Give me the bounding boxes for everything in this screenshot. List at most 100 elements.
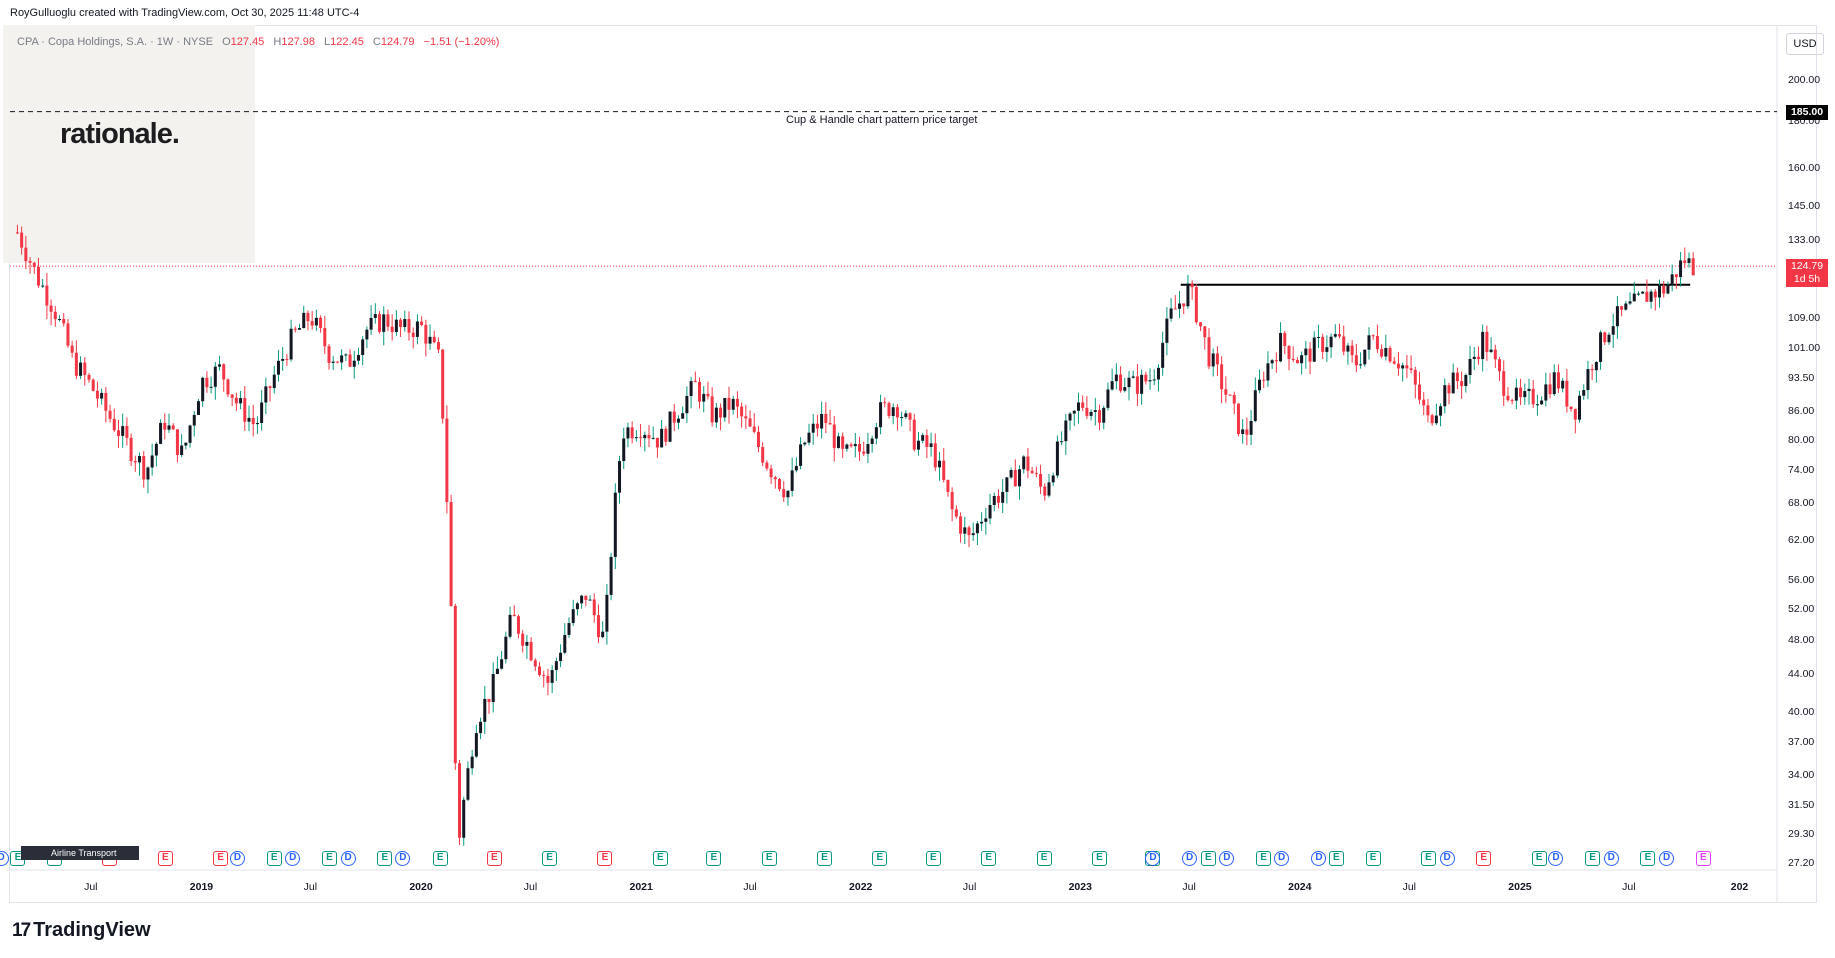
candle-body xyxy=(1607,334,1611,343)
candle-body xyxy=(1089,411,1093,416)
dividend-event-icon[interactable]: D xyxy=(285,851,301,866)
price-tick-label: 29.30 xyxy=(1788,827,1815,840)
candle-body xyxy=(609,556,613,595)
earnings-event-icon[interactable]: E xyxy=(1695,851,1711,866)
candle-body xyxy=(782,489,786,498)
earnings-event-icon[interactable]: E xyxy=(706,851,722,866)
earnings-event-icon[interactable]: E xyxy=(1256,851,1272,866)
candle-body xyxy=(1594,361,1598,371)
earnings-event-icon[interactable]: E xyxy=(872,851,888,866)
candle-body xyxy=(310,321,314,326)
earnings-event-icon[interactable]: E xyxy=(981,851,997,866)
candle-body xyxy=(184,442,188,446)
earnings-event-icon[interactable]: E xyxy=(1585,851,1601,866)
candle-body xyxy=(1578,395,1582,420)
time-tick-label: 2019 xyxy=(189,881,214,893)
dividend-event-icon[interactable]: D xyxy=(1548,851,1564,866)
candle-body xyxy=(634,437,638,439)
earnings-event-icon[interactable]: E xyxy=(157,851,173,866)
dividend-event-icon[interactable]: D xyxy=(340,851,356,866)
earnings-event-icon[interactable]: E xyxy=(1200,851,1216,866)
candle-body xyxy=(925,435,929,447)
candle-body xyxy=(748,418,752,427)
earnings-event-icon[interactable]: E xyxy=(761,851,777,866)
earnings-event-icon[interactable]: E xyxy=(597,851,613,866)
dividend-event-icon[interactable]: D xyxy=(1439,851,1455,866)
candle-body xyxy=(428,336,432,344)
earnings-event-icon[interactable]: E xyxy=(377,851,393,866)
candle-body xyxy=(596,615,600,638)
candle-body xyxy=(36,266,40,286)
candle-body xyxy=(45,285,49,306)
candle-body xyxy=(205,377,209,388)
earnings-event-icon[interactable]: E xyxy=(486,851,502,866)
earnings-event-icon[interactable]: E xyxy=(213,851,229,866)
candle-body xyxy=(1051,475,1055,483)
time-tick-label: Jul xyxy=(1182,881,1196,893)
candle-body xyxy=(1342,336,1346,352)
earnings-event-icon[interactable]: E xyxy=(1640,851,1656,866)
earnings-event-icon[interactable]: E xyxy=(1531,851,1547,866)
dividend-event-icon[interactable]: D xyxy=(1603,851,1619,866)
earnings-event-icon[interactable]: E xyxy=(817,851,833,866)
earnings-event-icon[interactable]: E xyxy=(321,851,337,866)
earnings-event-icon[interactable]: E xyxy=(1036,851,1052,866)
candle-body xyxy=(323,327,327,347)
candle-body xyxy=(1068,413,1072,421)
earnings-event-icon[interactable]: E xyxy=(1091,851,1107,866)
earnings-event-icon[interactable]: E xyxy=(1476,851,1492,866)
earnings-event-icon[interactable]: E xyxy=(266,851,282,866)
dividend-event-icon[interactable]: D xyxy=(1182,851,1198,866)
earnings-event-icon[interactable]: E xyxy=(542,851,558,866)
candle-body xyxy=(1418,384,1422,400)
earnings-event-icon[interactable]: E xyxy=(652,851,668,866)
candle-body xyxy=(538,666,542,676)
candle-body xyxy=(28,261,32,263)
candle-body xyxy=(1354,355,1358,366)
price-tick-label: 74.00 xyxy=(1788,464,1815,477)
dividend-event-icon[interactable]: D xyxy=(1311,851,1327,866)
dividend-event-icon[interactable]: D xyxy=(1145,851,1161,866)
candle-body xyxy=(495,668,499,674)
candle-body xyxy=(298,328,302,330)
earnings-event-icon[interactable]: E xyxy=(1328,851,1344,866)
dividend-event-icon[interactable]: D xyxy=(1659,851,1675,866)
symbol-legend[interactable]: CPA · Copa Holdings, S.A. · 1W · NYSE O1… xyxy=(17,36,499,48)
earnings-event-icon[interactable]: E xyxy=(1420,851,1436,866)
earnings-event-icon[interactable]: E xyxy=(1365,851,1381,866)
candle-body xyxy=(1531,388,1535,405)
candle-body xyxy=(862,451,866,454)
candle-body xyxy=(1325,347,1329,352)
currency-button[interactable]: USD xyxy=(1786,33,1824,55)
candle-body xyxy=(512,614,516,617)
candle-body xyxy=(95,390,99,399)
dividend-event-icon[interactable]: D xyxy=(1219,851,1235,866)
high-label: H xyxy=(273,36,282,48)
earnings-event-icon[interactable]: E xyxy=(925,851,941,866)
candle-body xyxy=(836,436,840,448)
candle-body xyxy=(188,425,192,443)
candle-body xyxy=(1119,374,1123,391)
candle-body xyxy=(900,417,904,419)
candle-body xyxy=(230,394,234,398)
candle-body xyxy=(1476,356,1480,360)
candle-body xyxy=(735,398,739,407)
candle-body xyxy=(870,438,874,444)
dividend-event-icon[interactable]: D xyxy=(1274,851,1290,866)
earnings-event-icon[interactable]: E xyxy=(432,851,448,866)
tradingview-logo[interactable]: 17 TradingView xyxy=(12,919,151,942)
candle-body xyxy=(1413,369,1417,385)
candle-body xyxy=(588,599,592,601)
price-tick-label: 40.00 xyxy=(1788,705,1815,718)
candle-body xyxy=(1178,303,1182,309)
candle-body xyxy=(112,418,116,431)
candle-body xyxy=(1544,384,1548,401)
candle-body xyxy=(1636,293,1640,295)
candle-body xyxy=(942,460,946,480)
candle-body xyxy=(138,456,142,463)
price-tick-label: 145.00 xyxy=(1788,200,1821,213)
candle-body xyxy=(744,416,748,419)
dividend-event-icon[interactable]: D xyxy=(229,851,245,866)
dividend-event-icon[interactable]: D xyxy=(395,851,411,866)
